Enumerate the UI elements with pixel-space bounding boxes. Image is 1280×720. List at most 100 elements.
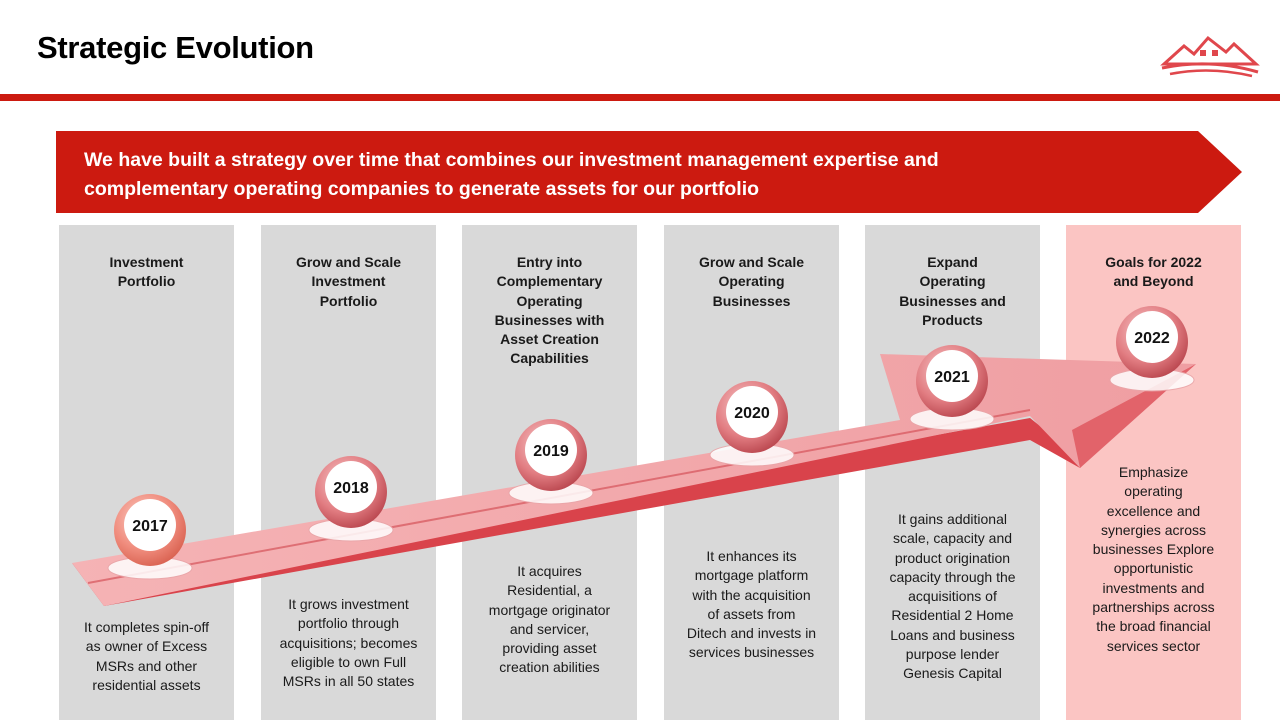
description-line: the broad financial — [1096, 618, 1211, 635]
milestone-year-label: 2021 — [934, 369, 970, 386]
description-line: mortgage originator — [488, 601, 611, 618]
description-line: It grows investment — [288, 596, 409, 612]
banner-line-1: We have built a strategy over time that … — [84, 149, 939, 171]
stage-description: It gains additional scale, capacity and … — [873, 510, 1032, 684]
heading-line: Operating — [718, 273, 785, 290]
milestone-year-label: 2019 — [533, 443, 569, 460]
header-rule — [0, 94, 1280, 101]
banner-line-2: complementary operating companies to gen… — [84, 178, 760, 200]
stage-description: Emphasize operating excellence and syner… — [1074, 463, 1233, 656]
page-title: Strategic Evolution — [37, 30, 314, 65]
heading-line: Businesses with — [494, 311, 605, 328]
heading-line: Expand — [927, 254, 978, 270]
heading-line: Operating — [516, 292, 583, 309]
banner-text: We have built a strategy over time that … — [84, 146, 1084, 204]
stage-heading: Grow and Scale Operating Businesses — [664, 253, 839, 311]
description-line: purpose lender — [905, 646, 1000, 663]
description-line: scale, capacity and — [892, 530, 1013, 547]
heading-line: and Beyond — [1113, 273, 1194, 290]
description-line: partnerships across — [1092, 599, 1215, 616]
stage-heading: Expand Operating Businesses and Products — [865, 253, 1040, 330]
milestone-2021: 2021 — [909, 345, 995, 431]
heading-line: Asset Creation — [500, 331, 599, 348]
description-line: acquisitions; becomes — [279, 634, 418, 651]
description-line: It completes spin-off — [83, 619, 210, 635]
stage-heading: Investment Portfolio — [59, 253, 234, 292]
milestone-face — [325, 461, 377, 513]
stage-description: It acquires Residential, a mortgage orig… — [470, 562, 629, 678]
milestone-year-label: 2018 — [333, 480, 369, 497]
description-line: portfolio through — [297, 615, 400, 632]
milestone-face — [1126, 311, 1178, 363]
description-line: product origination — [894, 549, 1011, 566]
heading-line: Grow and Scale — [698, 254, 805, 270]
description-line: Genesis Capital — [903, 665, 1002, 682]
milestone-2019: 2019 — [508, 419, 594, 505]
description-line: synergies across — [1100, 521, 1207, 538]
heading-line: Capabilities — [510, 350, 589, 367]
description-line: It acquires — [517, 563, 582, 579]
stage-description: It enhances its mortgage platform with t… — [672, 547, 831, 663]
description-line: It enhances its — [706, 548, 797, 564]
heading-line: Operating — [919, 273, 986, 290]
description-line: mortgage platform — [694, 567, 809, 584]
stage-heading: Goals for 2022 and Beyond — [1066, 253, 1241, 292]
description-line: providing asset — [502, 640, 597, 657]
description-line: Loans and business — [890, 626, 1015, 643]
description-line: acquisitions of — [908, 588, 997, 605]
milestone-2022: 2022 — [1109, 306, 1195, 392]
heading-line: Products — [922, 311, 983, 328]
heading-line: Businesses — [712, 292, 791, 309]
heading-line: Complementary — [496, 273, 603, 290]
description-line: as owner of Excess — [85, 638, 208, 655]
description-line: MSRs and other — [95, 657, 198, 674]
description-line: Residential 2 Home — [891, 607, 1014, 624]
description-line: services sector — [1106, 637, 1201, 654]
description-line: investments and — [1102, 579, 1205, 596]
description-line: residential assets — [92, 676, 201, 693]
heading-line: Portfolio — [319, 292, 378, 309]
description-line: Emphasize — [1118, 464, 1189, 480]
description-line: It gains additional — [898, 511, 1007, 527]
milestone-2018: 2018 — [308, 456, 394, 542]
stage-heading: Entry into Complementary Operating Busin… — [462, 253, 637, 369]
description-line: eligible to own Full — [290, 653, 407, 670]
stage-column-2017: Investment Portfolio It completes spin-o… — [59, 225, 234, 720]
heading-line: Businesses and — [899, 292, 1006, 309]
description-line: operating — [1124, 483, 1183, 500]
heading-line: Investment — [311, 273, 386, 290]
milestone-face — [726, 386, 778, 438]
description-line: services businesses — [688, 644, 815, 661]
description-line: creation abilities — [499, 659, 600, 676]
stage-description: It completes spin-off as owner of Excess… — [67, 618, 226, 695]
stage-heading: Grow and Scale Investment Portfolio — [261, 253, 436, 311]
heading-line: Goals for 2022 — [1105, 254, 1202, 270]
stage-column-2021: Expand Operating Businesses and Products… — [865, 225, 1040, 720]
description-line: with the acquisition — [692, 586, 811, 603]
milestone-face — [124, 499, 176, 551]
milestone-face — [926, 350, 978, 402]
milestone-year-label: 2020 — [734, 405, 770, 422]
milestone-2017: 2017 — [107, 494, 193, 580]
heading-line: Portfolio — [117, 273, 176, 290]
milestone-year-label: 2022 — [1134, 330, 1170, 347]
heading-line: Entry into — [516, 254, 583, 270]
stage-description: It grows investment portfolio through ac… — [269, 595, 428, 691]
milestone-face — [525, 424, 577, 476]
description-line: businesses Explore — [1092, 541, 1215, 558]
description-line: excellence and — [1106, 502, 1201, 519]
description-line: MSRs in all 50 states — [282, 673, 415, 690]
milestone-2020: 2020 — [709, 381, 795, 467]
heading-line: Grow and Scale — [295, 254, 402, 270]
description-line: Residential, a — [507, 582, 592, 599]
description-line: of assets from — [707, 605, 796, 622]
milestone-year-label: 2017 — [132, 518, 168, 535]
heading-line: Investment — [109, 254, 184, 270]
description-line: and servicer, — [509, 620, 590, 637]
description-line: Ditech and invests in — [686, 625, 817, 642]
description-line: opportunistic — [1113, 560, 1194, 577]
description-line: capacity through the — [889, 568, 1016, 585]
house-roof-logo-icon — [1160, 35, 1260, 78]
banner-arrow — [56, 131, 1242, 213]
